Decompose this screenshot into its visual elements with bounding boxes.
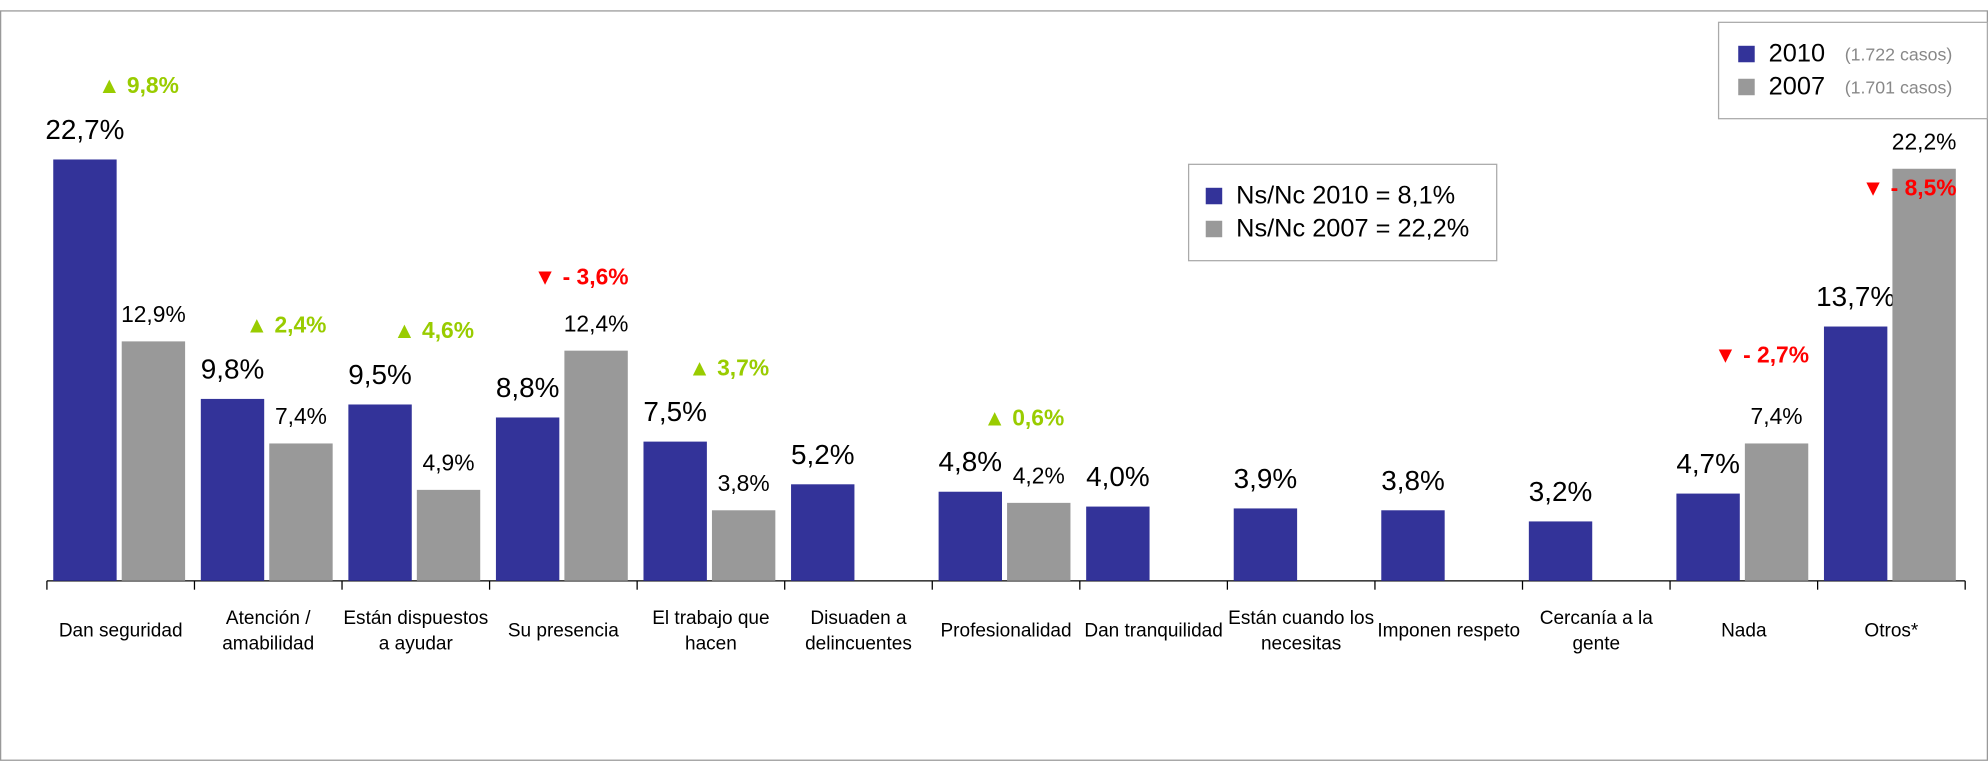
x-tick-label: Dan seguridad	[58, 620, 183, 642]
value-label: 12,4%	[564, 310, 629, 336]
x-label-box: Disuaden a delincuentes	[805, 607, 912, 655]
bar	[348, 404, 412, 581]
x-tick-label: Profesionalidad	[940, 620, 1072, 642]
x-label-box: Su presencia	[507, 620, 619, 642]
value-label: 8,8%	[496, 372, 560, 403]
x-label-box: Profesionalidad	[940, 620, 1072, 642]
x-label-box: Dan tranquilidad	[1084, 620, 1223, 642]
bar	[121, 341, 186, 581]
legend-label: 2010	[1769, 39, 1825, 67]
legend-note: (1.722 casos)	[1845, 45, 1953, 65]
value-label: 7,4%	[1751, 403, 1803, 429]
legend-swatch	[1738, 78, 1755, 96]
bar	[564, 350, 628, 581]
x-label-box: Están cuando los necesitas	[1228, 607, 1375, 655]
x-tick-label: Otros*	[1864, 620, 1919, 642]
frame	[0, 10, 1988, 761]
nsnc-swatch	[1205, 187, 1223, 205]
x-tick-label: Cercanía a la gente	[1539, 607, 1653, 655]
bar	[938, 491, 1002, 581]
x-label-box: El trabajo que hacen	[652, 607, 770, 655]
nsnc-label: Ns/Nc 2010 = 8,1%	[1236, 181, 1455, 209]
x-tick-label: Disuaden a delincuentes	[805, 607, 912, 655]
value-label: 3,8%	[718, 470, 770, 496]
legend-label: 2007	[1769, 72, 1825, 100]
x-tick-label: El trabajo que hacen	[652, 607, 770, 655]
value-label: 22,2%	[1892, 128, 1957, 154]
legend-box	[1717, 21, 1988, 120]
x-label-box: Dan seguridad	[58, 620, 183, 642]
x-tick-label: Su presencia	[507, 620, 619, 642]
bar	[1744, 443, 1809, 581]
bar	[416, 489, 481, 581]
legend-swatch	[1738, 45, 1755, 63]
nsnc-swatch	[1205, 220, 1223, 238]
bar	[711, 510, 776, 581]
x-label-box: Otros*	[1864, 620, 1919, 642]
bar	[791, 484, 855, 581]
value-label: 7,5%	[643, 396, 707, 427]
x-label-box: Imponen respeto	[1377, 620, 1521, 642]
bar	[1528, 521, 1593, 581]
bar	[200, 398, 265, 581]
change-label: ▲ 9,8%	[98, 72, 179, 98]
x-label-box: Atención / amabilidad	[222, 607, 315, 655]
value-label: 4,2%	[1013, 463, 1065, 489]
bar	[1233, 508, 1298, 581]
change-label: ▼ - 8,5%	[1862, 175, 1957, 201]
value-label: 3,8%	[1381, 465, 1445, 496]
change-label: ▲ 0,6%	[983, 404, 1064, 430]
bar	[1381, 510, 1445, 581]
change-label: ▲ 3,7%	[688, 354, 769, 380]
bar	[53, 159, 117, 581]
bar	[1676, 493, 1740, 581]
bar	[1823, 326, 1888, 581]
nsnc-label: Ns/Nc 2007 = 22,2%	[1236, 214, 1469, 242]
bar	[1007, 502, 1071, 581]
value-label: 3,2%	[1529, 476, 1593, 507]
x-tick-label: Están cuando los necesitas	[1228, 607, 1375, 655]
x-tick-label: Nada	[1721, 620, 1767, 642]
bar	[495, 417, 560, 581]
value-label: 4,7%	[1676, 448, 1740, 479]
value-label: 4,0%	[1086, 461, 1150, 492]
change-label: ▲ 2,4%	[246, 312, 327, 338]
value-label: 3,9%	[1234, 463, 1298, 494]
x-label-box: Nada	[1721, 620, 1767, 642]
x-tick-label: Dan tranquilidad	[1084, 620, 1223, 642]
change-label: ▼ - 3,6%	[534, 263, 629, 289]
value-label: 9,5%	[348, 359, 412, 390]
x-tick-label: Atención / amabilidad	[222, 607, 315, 655]
x-label-box: Están dispuestos a ayudar	[343, 607, 489, 655]
value-label: 22,7%	[45, 114, 124, 145]
nsnc-box	[1187, 163, 1498, 262]
value-label: 12,9%	[121, 301, 186, 327]
value-label: 13,7%	[1816, 281, 1895, 312]
bar	[269, 443, 333, 581]
value-label: 4,8%	[939, 446, 1003, 477]
x-label-box: Cercanía a la gente	[1539, 607, 1653, 655]
bar	[1086, 506, 1150, 581]
bar	[643, 441, 707, 581]
bar	[1892, 168, 1956, 581]
value-label: 7,4%	[275, 403, 327, 429]
value-label: 9,8%	[201, 353, 265, 384]
change-label: ▼ - 2,7%	[1714, 342, 1809, 368]
legend-note: (1.701 casos)	[1845, 78, 1953, 98]
x-tick-label: Imponen respeto	[1377, 620, 1521, 642]
change-label: ▲ 4,6%	[393, 317, 474, 343]
value-label: 4,9%	[423, 450, 475, 476]
x-tick-label: Están dispuestos a ayudar	[343, 607, 489, 655]
value-label: 5,2%	[791, 439, 855, 470]
